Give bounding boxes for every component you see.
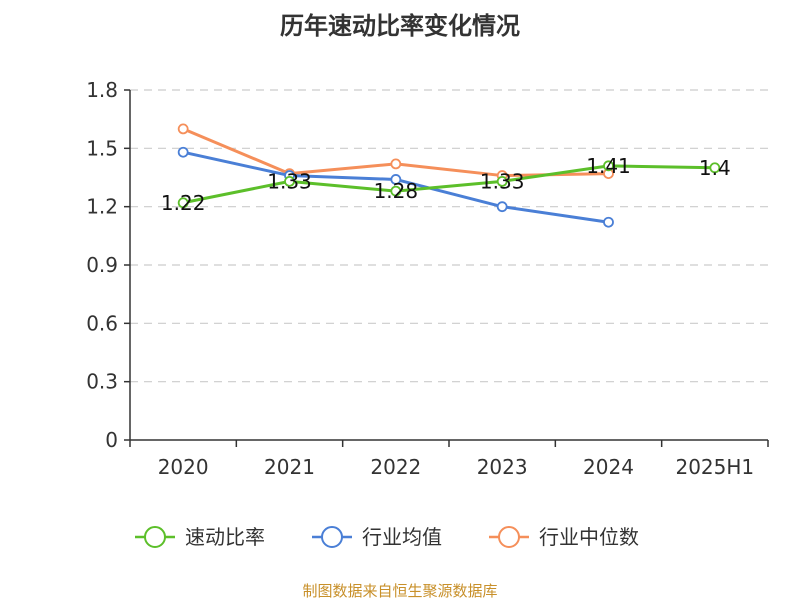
y-tick-label: 0.3 (86, 370, 118, 394)
legend-marker (321, 526, 343, 548)
data-label: 1.33 (267, 169, 312, 193)
legend-label: 行业中位数 (539, 525, 639, 549)
data-point[interactable] (603, 160, 614, 172)
data-label: 1.28 (374, 179, 419, 203)
y-tick-label: 1.8 (86, 78, 118, 102)
legend[interactable]: 速动比率 行业均值 行业中位数 (135, 525, 639, 549)
data-point[interactable] (390, 158, 402, 170)
data-label-layer: 1.22 1.33 1.28 1.33 1.41 1.4 (161, 154, 731, 215)
legend-item-1[interactable]: 行业均值 (312, 525, 442, 549)
grid-layer (130, 89, 768, 383)
x-tick-label: 2021 (264, 455, 315, 479)
data-point[interactable] (709, 162, 721, 174)
y-tick-label: 0 (105, 428, 118, 452)
data-label: 1.41 (586, 154, 631, 178)
x-tick-label: 2023 (477, 455, 528, 479)
series-line-0 (182, 164, 715, 205)
x-tick-label: 2024 (583, 455, 634, 479)
data-point[interactable] (496, 175, 508, 187)
series-layer (177, 123, 721, 228)
legend-marker (498, 526, 520, 548)
data-point[interactable] (496, 201, 508, 213)
chart-title: 历年速动比率变化情况 (280, 12, 520, 40)
data-point[interactable] (177, 123, 189, 135)
x-tick-label: 2022 (370, 455, 421, 479)
legend-item-2[interactable]: 行业中位数 (489, 525, 639, 549)
data-point[interactable] (177, 197, 189, 209)
y-tick-label: 0.9 (86, 253, 118, 277)
legend-item-0[interactable]: 速动比率 (135, 525, 265, 549)
x-tick-label: 2020 (158, 455, 209, 479)
data-point[interactable] (603, 216, 614, 228)
data-point[interactable] (390, 174, 402, 185)
y-tick-label: 1.2 (86, 195, 118, 219)
source-note: 制图数据来自恒生聚源数据库 (302, 582, 497, 600)
data-label: 1.22 (161, 191, 206, 215)
x-tick-label: 2025H1 (675, 455, 754, 479)
data-point[interactable] (390, 185, 402, 197)
y-tick-label: 0.6 (86, 311, 118, 335)
data-label: 1.33 (480, 169, 525, 193)
data-label: 1.4 (699, 156, 731, 180)
legend-label: 行业均值 (362, 525, 442, 549)
data-point[interactable] (177, 146, 189, 158)
data-point[interactable] (284, 175, 295, 187)
y-tick-label: 1.5 (86, 136, 118, 160)
legend-marker (144, 526, 166, 548)
axis-layer: 0 0.3 0.6 0.9 1.2 1.5 1.8 2020 2021 2022 2023 2024 2… (86, 78, 769, 479)
legend-label: 速动比率 (185, 525, 265, 549)
